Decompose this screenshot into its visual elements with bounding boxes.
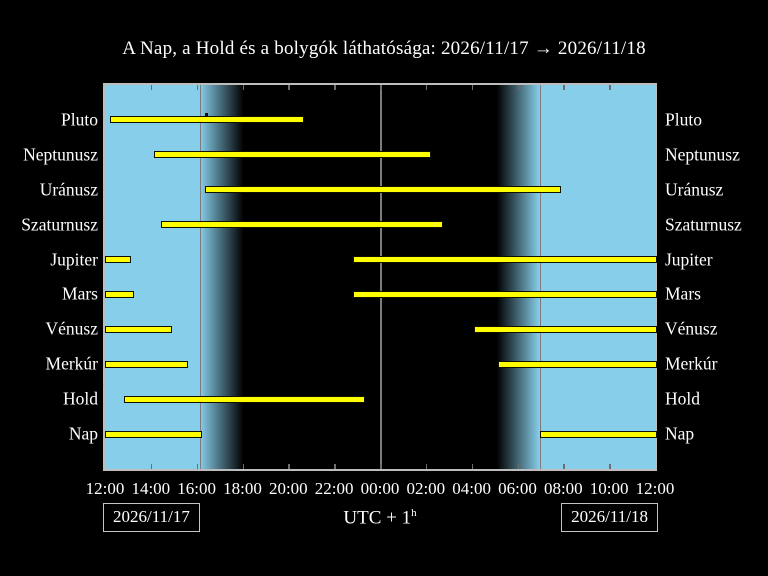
visibility-bar [109, 116, 305, 124]
visibility-bar [160, 221, 444, 229]
axis-tick [334, 85, 336, 90]
transit-marker [205, 113, 209, 117]
timezone-caption: UTC + 1h [103, 507, 657, 529]
visibility-bar-layer [105, 85, 657, 469]
axis-tick [242, 85, 244, 90]
axis-tick [150, 464, 153, 469]
row-label-left: Jupiter [50, 248, 98, 269]
row-label-right: Nap [665, 423, 695, 444]
row-label-left: Neptunusz [23, 144, 98, 165]
axis-tick [380, 85, 382, 90]
axis-tick [609, 464, 611, 469]
axis-tick [425, 464, 428, 469]
visibility-bar [205, 186, 561, 194]
x-axis-tick-label: 20:00 [268, 479, 308, 498]
plot-area [103, 83, 657, 471]
x-axis-tick-label: 18:00 [223, 479, 262, 498]
sunrise-line [539, 85, 542, 469]
axis-tick [242, 464, 244, 469]
visibility-bar [105, 360, 189, 368]
midnight-line [380, 85, 382, 469]
visibility-bar [153, 151, 431, 159]
x-axis-tick-label: 06:00 [498, 479, 537, 498]
axis-tick [196, 464, 199, 469]
axis-tick [563, 85, 565, 90]
x-axis-tick-label: 16:00 [177, 479, 217, 498]
date-box-start: 2026/11/17 [103, 503, 200, 532]
row-label-right: Uránusz [665, 178, 724, 199]
x-axis-tick-label: 12:00 [85, 479, 125, 498]
x-axis-tick-label: 12:00 [635, 479, 675, 498]
row-label-right: Vénusz [665, 318, 718, 339]
axis-tick [288, 85, 290, 90]
visibility-bar [353, 290, 657, 298]
row-label-right: Szaturnusz [665, 213, 742, 234]
axis-tick [334, 464, 336, 469]
row-label-left: Hold [63, 388, 98, 409]
row-label-left: Uránusz [39, 178, 98, 199]
row-label-left: Merkúr [45, 353, 98, 374]
row-label-right: Hold [665, 388, 700, 409]
x-axis-tick-label: 04:00 [452, 479, 492, 498]
gridline-layer [105, 85, 655, 469]
visibility-bar [353, 256, 657, 264]
row-label-right: Jupiter [665, 248, 713, 269]
axis-tick-layer [105, 85, 655, 469]
axis-tick [380, 464, 382, 469]
axis-tick [517, 85, 519, 90]
x-axis-tick-label: 08:00 [543, 479, 583, 498]
sunset-line [199, 85, 202, 469]
axis-tick [563, 464, 565, 469]
axis-tick [517, 464, 519, 469]
row-label-left: Nap [68, 423, 98, 444]
visibility-bar [498, 360, 657, 368]
axis-tick [196, 85, 199, 90]
timezone-caption-text: UTC + 1 [343, 507, 412, 529]
visibility-bar [105, 256, 131, 264]
x-axis-tick-label: 10:00 [589, 479, 629, 498]
row-label-left: Mars [62, 283, 98, 304]
visibility-bar [539, 430, 657, 438]
visibility-bar [105, 290, 134, 298]
row-label-left: Szaturnusz [21, 213, 98, 234]
x-axis-tick-label: 02:00 [406, 479, 446, 498]
row-label-left: Vénusz [45, 318, 98, 339]
x-axis-tick-label: 14:00 [131, 479, 171, 498]
axis-tick [471, 464, 474, 469]
x-axis-tick-label: 00:00 [360, 479, 400, 498]
row-label-right: Neptunusz [665, 144, 740, 165]
visibility-bar [474, 325, 657, 333]
axis-tick [471, 85, 474, 90]
axis-tick [288, 464, 290, 469]
x-axis-tick-label: 22:00 [314, 479, 354, 498]
axis-tick [150, 85, 153, 90]
axis-tick [425, 85, 428, 90]
row-label-right: Merkúr [665, 353, 718, 374]
timezone-caption-unit: h [411, 507, 417, 519]
visibility-bar [105, 430, 202, 438]
axis-tick [609, 85, 611, 90]
visibility-bar [123, 395, 365, 403]
date-box-end: 2026/11/18 [561, 503, 658, 532]
visibility-bar [105, 325, 172, 333]
chart-title: A Nap, a Hold és a bolygók láthatósága: … [122, 38, 646, 59]
row-label-right: Mars [665, 283, 701, 304]
row-label-left: Pluto [61, 109, 98, 130]
row-label-right: Pluto [665, 109, 702, 130]
